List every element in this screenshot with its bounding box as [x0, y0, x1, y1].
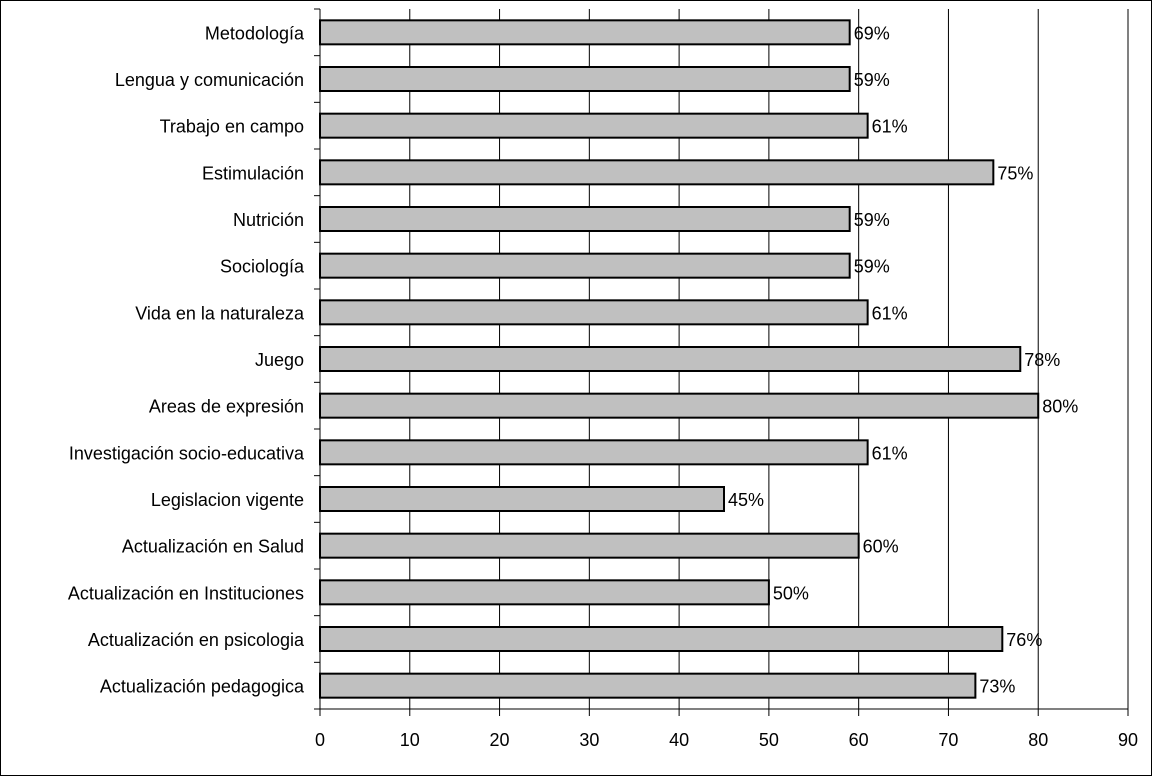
bars — [319, 19, 1040, 699]
x-tick-label: 70 — [938, 730, 958, 750]
bar — [319, 486, 725, 512]
category-label: Actualización en Salud — [122, 537, 304, 557]
x-tick-label: 0 — [315, 730, 325, 750]
category-label: Actualización en psicologia — [88, 630, 305, 650]
data-label: 50% — [773, 583, 809, 603]
bar — [319, 346, 1022, 372]
data-label: 59% — [854, 257, 890, 277]
data-label: 61% — [872, 443, 908, 463]
x-tick-label: 50 — [759, 730, 779, 750]
labels: 69% Metodología 59% Lengua y comunicación 61… — [68, 23, 1138, 750]
data-label: 60% — [863, 537, 899, 557]
data-label: 61% — [872, 117, 908, 137]
bar — [319, 392, 1040, 419]
x-tick-label: 30 — [579, 730, 599, 750]
data-label: 80% — [1042, 397, 1078, 417]
bar — [319, 206, 851, 232]
data-label: 73% — [979, 677, 1015, 697]
category-label: Investigación socio-educativa — [69, 443, 305, 463]
axes — [314, 8, 1129, 716]
data-label: 75% — [997, 163, 1033, 183]
x-tick-label: 20 — [490, 730, 510, 750]
bar — [319, 532, 860, 559]
category-label: Actualización pedagogica — [100, 677, 305, 697]
bar — [319, 252, 851, 279]
bar — [319, 626, 1004, 652]
x-tick-label: 10 — [400, 730, 420, 750]
category-label: Lengua y comunicación — [115, 70, 304, 90]
x-tick-label: 90 — [1118, 730, 1138, 750]
data-label: 76% — [1006, 630, 1042, 650]
data-label: 78% — [1024, 350, 1060, 370]
bar — [319, 579, 770, 606]
x-tick-label: 80 — [1028, 730, 1048, 750]
category-label: Trabajo en campo — [160, 117, 304, 137]
bar — [319, 439, 869, 466]
x-tick-label: 40 — [669, 730, 689, 750]
bar — [319, 66, 851, 92]
data-label: 59% — [854, 70, 890, 90]
category-label: Legislacion vigente — [151, 490, 304, 510]
bar — [319, 672, 977, 699]
category-label: Metodología — [205, 23, 305, 43]
category-label: Sociología — [220, 257, 305, 277]
category-label: Areas de expresión — [149, 397, 304, 417]
bar — [319, 159, 995, 186]
data-label: 45% — [728, 490, 764, 510]
bar — [319, 112, 869, 139]
data-label: 69% — [854, 23, 890, 43]
category-label: Juego — [255, 350, 304, 370]
category-label: Vida en la naturaleza — [135, 303, 305, 323]
data-label: 59% — [854, 210, 890, 230]
category-label: Actualización en Instituciones — [68, 583, 304, 603]
bar — [319, 19, 851, 46]
data-label: 61% — [872, 303, 908, 323]
bar — [319, 299, 869, 326]
category-label: Nutrición — [233, 210, 304, 230]
category-label: Estimulación — [202, 163, 304, 183]
x-tick-label: 60 — [849, 730, 869, 750]
